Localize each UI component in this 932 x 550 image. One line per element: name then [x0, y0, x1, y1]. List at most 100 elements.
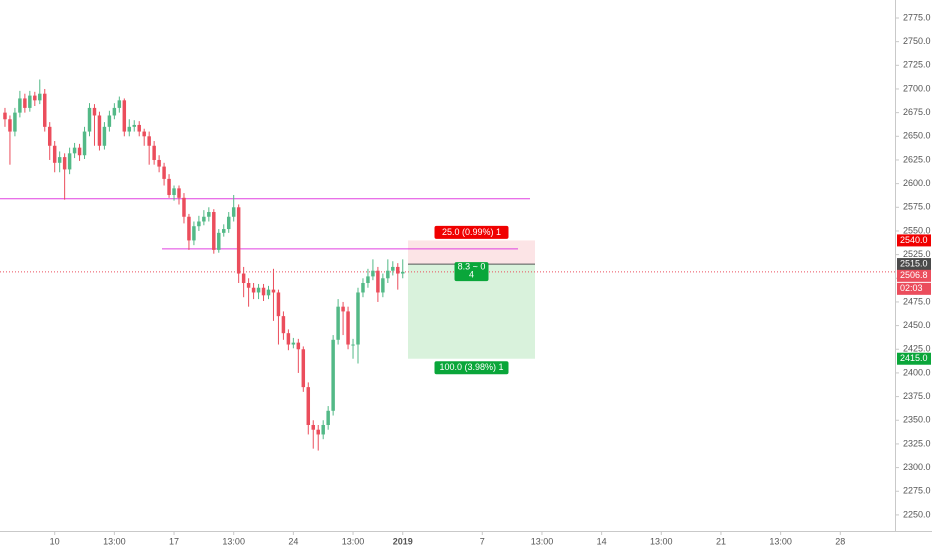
- stop-label-bg: [434, 225, 509, 239]
- candle-body: [97, 115, 102, 146]
- y-tick-label: 2650.0: [903, 131, 931, 141]
- x-tick-label: 13:00: [650, 536, 673, 546]
- candle-body: [162, 166, 166, 179]
- y-tick-label: 2400.0: [903, 367, 931, 377]
- candle-body: [246, 283, 251, 288]
- stop-price-badge-bg: [897, 234, 931, 247]
- candle-body: [346, 311, 350, 345]
- candle-body: [3, 112, 7, 120]
- candle-body: [351, 344, 355, 346]
- candle-body: [57, 157, 62, 163]
- y-tick-label: 2600.0: [903, 178, 931, 188]
- candle-body: [266, 289, 271, 296]
- y-tick-label: 2550.0: [903, 225, 931, 235]
- y-tick-label: 2325.0: [903, 438, 931, 448]
- candle-body: [301, 349, 306, 388]
- y-tick-label: 2300.0: [903, 462, 931, 472]
- candle-body: [117, 100, 122, 108]
- candle-body: [38, 93, 42, 101]
- y-tick-label: 2575.0: [903, 202, 931, 212]
- candle-body: [28, 95, 32, 108]
- candle-body: [72, 147, 77, 154]
- center-label: 8.3 ~ 0: [458, 261, 486, 271]
- entry-price-badge: 2515.0: [900, 258, 928, 268]
- target-label-bg: [434, 361, 509, 375]
- y-tick-label: 2625.0: [903, 154, 931, 164]
- candle-body: [207, 212, 211, 217]
- y-tick-label: 2350.0: [903, 415, 931, 425]
- y-tick-label: 2275.0: [903, 486, 931, 496]
- candle-body: [371, 270, 375, 277]
- candle-body: [261, 287, 266, 296]
- candle-body: [202, 216, 206, 222]
- candle-body: [102, 126, 107, 146]
- y-tick-label: 2775.0: [903, 12, 931, 22]
- y-tick-label: 2425.0: [903, 344, 931, 354]
- candle-body: [67, 153, 72, 170]
- candle-body: [291, 342, 296, 345]
- stop-price-badge: 2540.0: [900, 235, 928, 245]
- candle-body: [122, 100, 127, 132]
- candle-body: [336, 306, 340, 340]
- last-price-badge: 2506.8: [900, 270, 928, 280]
- candle-body: [167, 178, 171, 195]
- y-tick-label: 2675.0: [903, 107, 931, 117]
- x-tick-label: 13:00: [222, 536, 245, 546]
- candle-body: [107, 115, 112, 127]
- candle-body: [52, 145, 57, 163]
- candle-body: [222, 229, 226, 233]
- candle-body: [92, 107, 97, 116]
- center-label-bg: [454, 262, 489, 282]
- candle-body: [33, 95, 37, 101]
- x-tick-label: 28: [835, 536, 845, 546]
- last-price-badge-bg: [897, 269, 931, 282]
- y-tick-label: 2525.0: [903, 249, 931, 259]
- candle-body: [142, 131, 146, 137]
- candle-body: [366, 276, 370, 284]
- candle-body: [8, 119, 12, 132]
- candle-body: [127, 126, 132, 132]
- candle-body: [361, 283, 365, 293]
- y-tick-label: 2250.0: [903, 509, 931, 519]
- x-tick-label: 21: [716, 536, 726, 546]
- target-price-badge: 2415.0: [900, 353, 928, 363]
- candle-body: [341, 306, 345, 312]
- candle-body: [376, 270, 380, 293]
- countdown-badge: 02:03: [900, 283, 923, 293]
- candle-body: [251, 287, 256, 293]
- y-tick-label: 2375.0: [903, 391, 931, 401]
- candle-body: [217, 232, 221, 250]
- candle-body: [197, 221, 201, 227]
- y-tick-label: 2750.0: [903, 36, 931, 46]
- candle-body: [137, 124, 141, 132]
- x-tick-label: 14: [597, 536, 607, 546]
- candle-body: [281, 316, 286, 334]
- candle-body: [172, 188, 176, 195]
- stop-zone: [408, 240, 535, 265]
- candle-body: [316, 429, 320, 435]
- candle-body: [256, 287, 261, 293]
- x-tick-label: 13:00: [531, 536, 554, 546]
- candle-body: [306, 387, 311, 425]
- candle-body: [386, 270, 390, 279]
- x-tick-label: 24: [288, 536, 298, 546]
- x-tick-label: 10: [50, 536, 60, 546]
- entry-price-badge-bg: [897, 258, 931, 271]
- candle-body: [192, 226, 196, 241]
- candle-body: [331, 339, 335, 411]
- candle-body: [212, 212, 216, 250]
- candle-body: [187, 216, 191, 241]
- candle-body: [326, 410, 330, 425]
- y-tick-label: 2450.0: [903, 320, 931, 330]
- candle-body: [18, 98, 22, 113]
- candle-body: [311, 424, 315, 430]
- candle-body: [321, 424, 325, 435]
- candle-body: [241, 273, 246, 284]
- x-tick-label: 7: [480, 536, 485, 546]
- x-tick-label: 17: [169, 536, 179, 546]
- candle-body: [13, 112, 17, 132]
- candle-body: [226, 216, 231, 230]
- candle-body: [391, 266, 395, 271]
